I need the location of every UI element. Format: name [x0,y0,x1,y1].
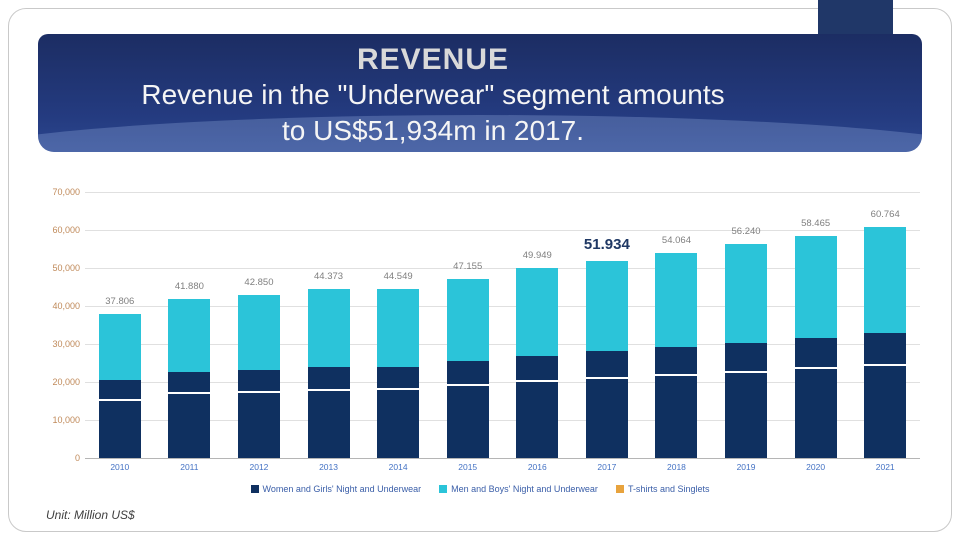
gridline [85,306,920,307]
value-label: 56.240 [731,226,761,238]
y-axis-label: 10,000 [52,415,80,425]
bar-segment [516,268,559,356]
x-axis-label: 2013 [319,462,338,472]
value-label: 41.880 [174,280,204,292]
legend-marker [615,485,624,493]
bar-segment [307,390,350,458]
bar-segment [725,244,768,343]
bar-segment [794,338,837,370]
value-label: 44.549 [383,270,413,282]
x-axis-label: 2020 [806,462,826,472]
y-axis-label: 60,000 [52,225,80,235]
y-axis-label: 20,000 [52,377,80,387]
bar-segment [168,298,211,373]
legend-marker [439,485,448,493]
gridline [85,344,920,345]
gridline [85,458,920,459]
y-axis-label: 0 [74,453,80,463]
x-axis-label: 2015 [458,462,478,472]
value-label: 60.764 [870,209,900,221]
gridline [85,192,920,193]
x-axis-label: 2017 [597,462,617,472]
value-label: 44.373 [314,271,344,283]
y-axis-label: 40,000 [52,301,80,311]
y-axis-label: 70,000 [52,187,80,197]
bar-segment [98,314,141,381]
bar-segment [655,252,698,348]
bar-segment [446,278,489,362]
bar-segment [168,372,211,395]
bar-segment [168,394,211,458]
title-banner: REVENUE Revenue in the "Underwear" segme… [38,34,922,152]
slide-title: REVENUE [356,43,510,76]
y-axis-label: 50,000 [52,263,80,273]
bar-segment [377,390,420,458]
bar-segment [725,342,768,373]
legend-item: Men and Boys' Night and Underwear [439,484,598,494]
bar-segment [307,289,350,367]
slide-subtitle-line1: Revenue in the "Underwear" segment amoun… [141,79,725,110]
bar-segment [585,260,628,352]
legend: Women and Girls' Night and Underwear Men … [0,484,960,494]
value-label: 58.465 [801,217,831,229]
plot-area: 37.806 41.880 42.850 44.373 44.549 47.155 49.9… [85,192,920,459]
bar-segment [377,366,420,391]
legend-label: T-shirts and Singlets [627,484,710,494]
bar-segment [237,392,280,458]
bar-segment [446,386,489,458]
legend-item: Women and Girls' Night and Underwear [250,484,422,494]
value-label: 37.806 [105,296,135,308]
x-axis-label: 2021 [875,462,895,472]
x-axis-label: 2019 [736,462,756,472]
slide-subtitle-line2: to US$51,934m in 2017. [282,115,584,146]
value-label: 49.949 [522,250,552,262]
x-axis-label: 2011 [180,462,199,472]
value-label: 54.064 [661,234,691,246]
bar-segment [377,288,420,367]
legend-marker [250,485,259,493]
bar-segment [98,380,141,401]
unit-note: Unit: Million US$ [46,508,135,522]
y-axis: 0 10,000 20,000 30,000 40,000 50,000 60,000 70,… [18,187,80,463]
y-axis-label: 30,000 [52,339,80,349]
x-axis-label: 2018 [666,462,686,472]
slide-frame [8,8,952,532]
x-axis: 2010 2011 2012 2013 2014 2015 2016 2017 2018 2019… [85,462,920,476]
bar-segment [516,355,559,383]
x-axis-label: 2010 [110,462,130,472]
gridline [85,230,920,231]
bar-segment [516,382,559,458]
value-label: 42.850 [244,277,274,289]
bar-segment [585,379,628,458]
bar-segment [585,351,628,380]
bar-segment [655,347,698,376]
legend-label: Men and Boys' Night and Underwear [451,484,598,494]
x-axis-label: 2012 [249,462,269,472]
bar-segment [237,370,280,393]
legend-label: Women and Girls' Night and Underwear [262,484,422,494]
bar-segment [237,295,280,371]
bar-segment [98,400,141,458]
bar-segment [655,375,698,458]
bar-segment [307,366,350,391]
gridline [85,420,920,421]
bar-segment [794,235,837,339]
x-axis-label: 2014 [388,462,408,472]
value-label: 47.155 [453,260,483,272]
bar-segment [446,361,489,387]
bar-segment [794,369,837,458]
bar-segment [864,365,907,458]
bar-segment [864,227,907,334]
value-label: 51.934 [583,235,630,253]
bar-segment [725,372,768,458]
legend-item: T-shirts and Singlets [615,484,710,494]
bar-segment [864,333,907,366]
gridline [85,382,920,383]
gridline [85,268,920,269]
x-axis-label: 2016 [527,462,547,472]
